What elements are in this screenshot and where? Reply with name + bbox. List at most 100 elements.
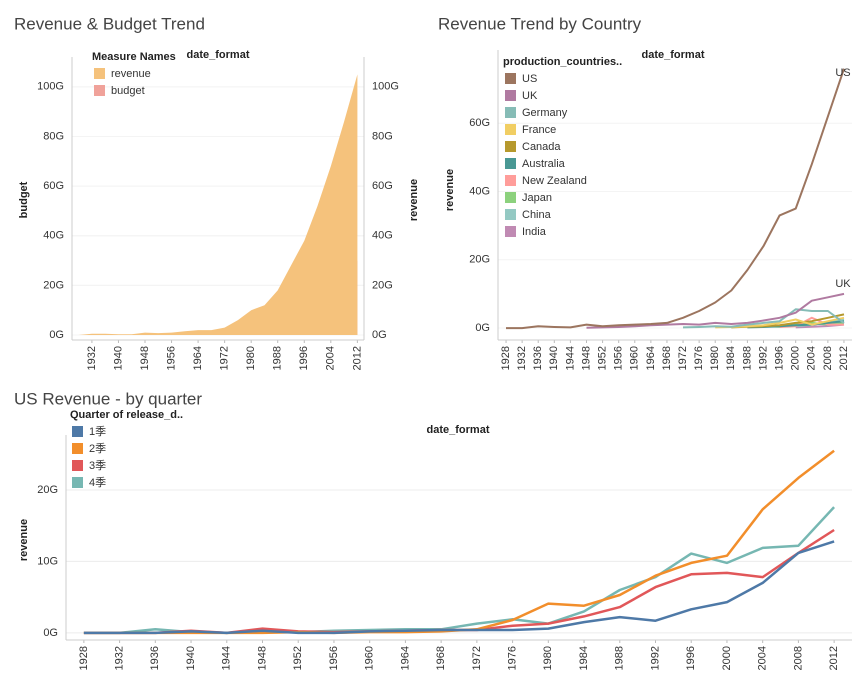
x-tick-label: 1932 [516, 346, 528, 370]
legend-label: Germany [522, 107, 568, 119]
legend-swatch [505, 73, 516, 84]
y-tick-label: 10G [37, 555, 58, 567]
x-tick-label: 1960 [364, 646, 376, 670]
end-label: US [835, 67, 850, 79]
x-tick-label: 1984 [725, 346, 737, 370]
legend-swatch [72, 426, 83, 437]
y-axis-title: budget [18, 181, 30, 218]
legend-swatch [505, 124, 516, 135]
x-tick-label: 2004 [806, 346, 818, 370]
legend-label: 2季 [89, 442, 106, 455]
x-tick-label: 1936 [149, 646, 161, 670]
y-tick-label: 60G [469, 117, 490, 129]
y-tick-label: 60G [43, 180, 64, 192]
legend-label: France [522, 124, 556, 136]
legend-label: India [522, 226, 547, 238]
legend-label: 1季 [89, 425, 106, 438]
x-tick-label: 1992 [649, 646, 661, 670]
x-tick-label: 1968 [435, 646, 447, 670]
x-tick-label: 2000 [790, 346, 802, 370]
legend-label: 3季 [89, 459, 106, 472]
y2-tick-label: 60G [372, 180, 393, 192]
line [506, 68, 845, 330]
y-tick-label: 40G [43, 230, 64, 242]
legend-swatch [94, 85, 105, 96]
x-tick-label: 2012 [351, 346, 363, 370]
x-tick-label: 1964 [192, 346, 204, 370]
x-tick-label: 1996 [298, 346, 310, 370]
x-tick-label: 2004 [325, 346, 337, 370]
y-tick-label: 100G [37, 81, 64, 93]
y-tick-label: 80G [43, 130, 64, 142]
x-tick-label: 1936 [532, 346, 544, 370]
x-tick-label: 2008 [822, 346, 834, 370]
x-tick-label: 1992 [757, 346, 769, 370]
x-tick-label: 1948 [256, 646, 268, 670]
x-tick-label: 1996 [685, 646, 697, 670]
legend-swatch [72, 443, 83, 454]
area [78, 74, 358, 336]
y-tick-label: 20G [37, 484, 58, 496]
legend-label: budget [111, 85, 145, 97]
x-tick-label: 1952 [292, 646, 304, 670]
x-tick-label: 1988 [614, 646, 626, 670]
x-tick-label: 1952 [596, 346, 608, 370]
y-tick-label: 20G [43, 279, 64, 291]
legend-swatch [505, 90, 516, 101]
x-tick-label: 1980 [542, 646, 554, 670]
legend-swatch [505, 192, 516, 203]
line [83, 528, 835, 635]
legend-swatch [505, 141, 516, 152]
column-header: date_format [427, 424, 490, 436]
x-tick-label: 1948 [580, 346, 592, 370]
legend-label: revenue [111, 68, 151, 80]
x-tick-label: 1928 [78, 646, 90, 670]
x-tick-label: 1996 [773, 346, 785, 370]
legend-title: Measure Names [92, 51, 176, 63]
y-axis-title: revenue [18, 519, 30, 561]
x-tick-label: 1932 [86, 346, 98, 370]
y-tick-label: 0G [475, 322, 490, 334]
legend-label: Canada [522, 141, 561, 153]
legend-label: Australia [522, 158, 566, 170]
x-tick-label: 1988 [741, 346, 753, 370]
x-tick-label: 1988 [272, 346, 284, 370]
x-tick-label: 1968 [661, 346, 673, 370]
x-tick-label: 1956 [165, 346, 177, 370]
x-tick-label: 2004 [757, 646, 769, 670]
x-tick-label: 2000 [721, 646, 733, 670]
x-tick-label: 1980 [245, 346, 257, 370]
y-tick-label: 40G [469, 185, 490, 197]
x-tick-label: 1932 [113, 646, 125, 670]
column-header: date_format [187, 49, 250, 61]
line [682, 308, 845, 329]
legend-swatch [505, 107, 516, 118]
legend-swatch [505, 158, 516, 169]
chart-title: Revenue & Budget Trend [14, 14, 205, 33]
chart-title: US Revenue - by quarter [14, 389, 202, 408]
x-tick-label: 1928 [500, 346, 512, 370]
legend-swatch [72, 477, 83, 488]
x-tick-label: 2012 [838, 346, 850, 370]
line [83, 449, 835, 635]
y-tick-label: 0G [43, 627, 58, 639]
line [83, 506, 836, 635]
legend-label: China [522, 209, 552, 221]
x-tick-label: 1972 [677, 346, 689, 370]
y-tick-label: 0G [49, 329, 64, 341]
x-tick-label: 1960 [629, 346, 641, 370]
x-tick-label: 2008 [792, 646, 804, 670]
y2-tick-label: 20G [372, 279, 393, 291]
x-tick-label: 1964 [645, 346, 657, 370]
line [586, 292, 845, 329]
x-tick-label: 1940 [112, 346, 124, 370]
x-tick-label: 1956 [328, 646, 340, 670]
column-header: date_format [642, 49, 705, 61]
chart-title: Revenue Trend by Country [438, 14, 642, 33]
legend-title: production_countries.. [503, 56, 622, 68]
legend-swatch [505, 226, 516, 237]
end-label: UK [835, 278, 851, 290]
x-tick-label: 1972 [219, 346, 231, 370]
x-tick-label: 1948 [139, 346, 151, 370]
y2-axis-title: revenue [408, 179, 420, 221]
